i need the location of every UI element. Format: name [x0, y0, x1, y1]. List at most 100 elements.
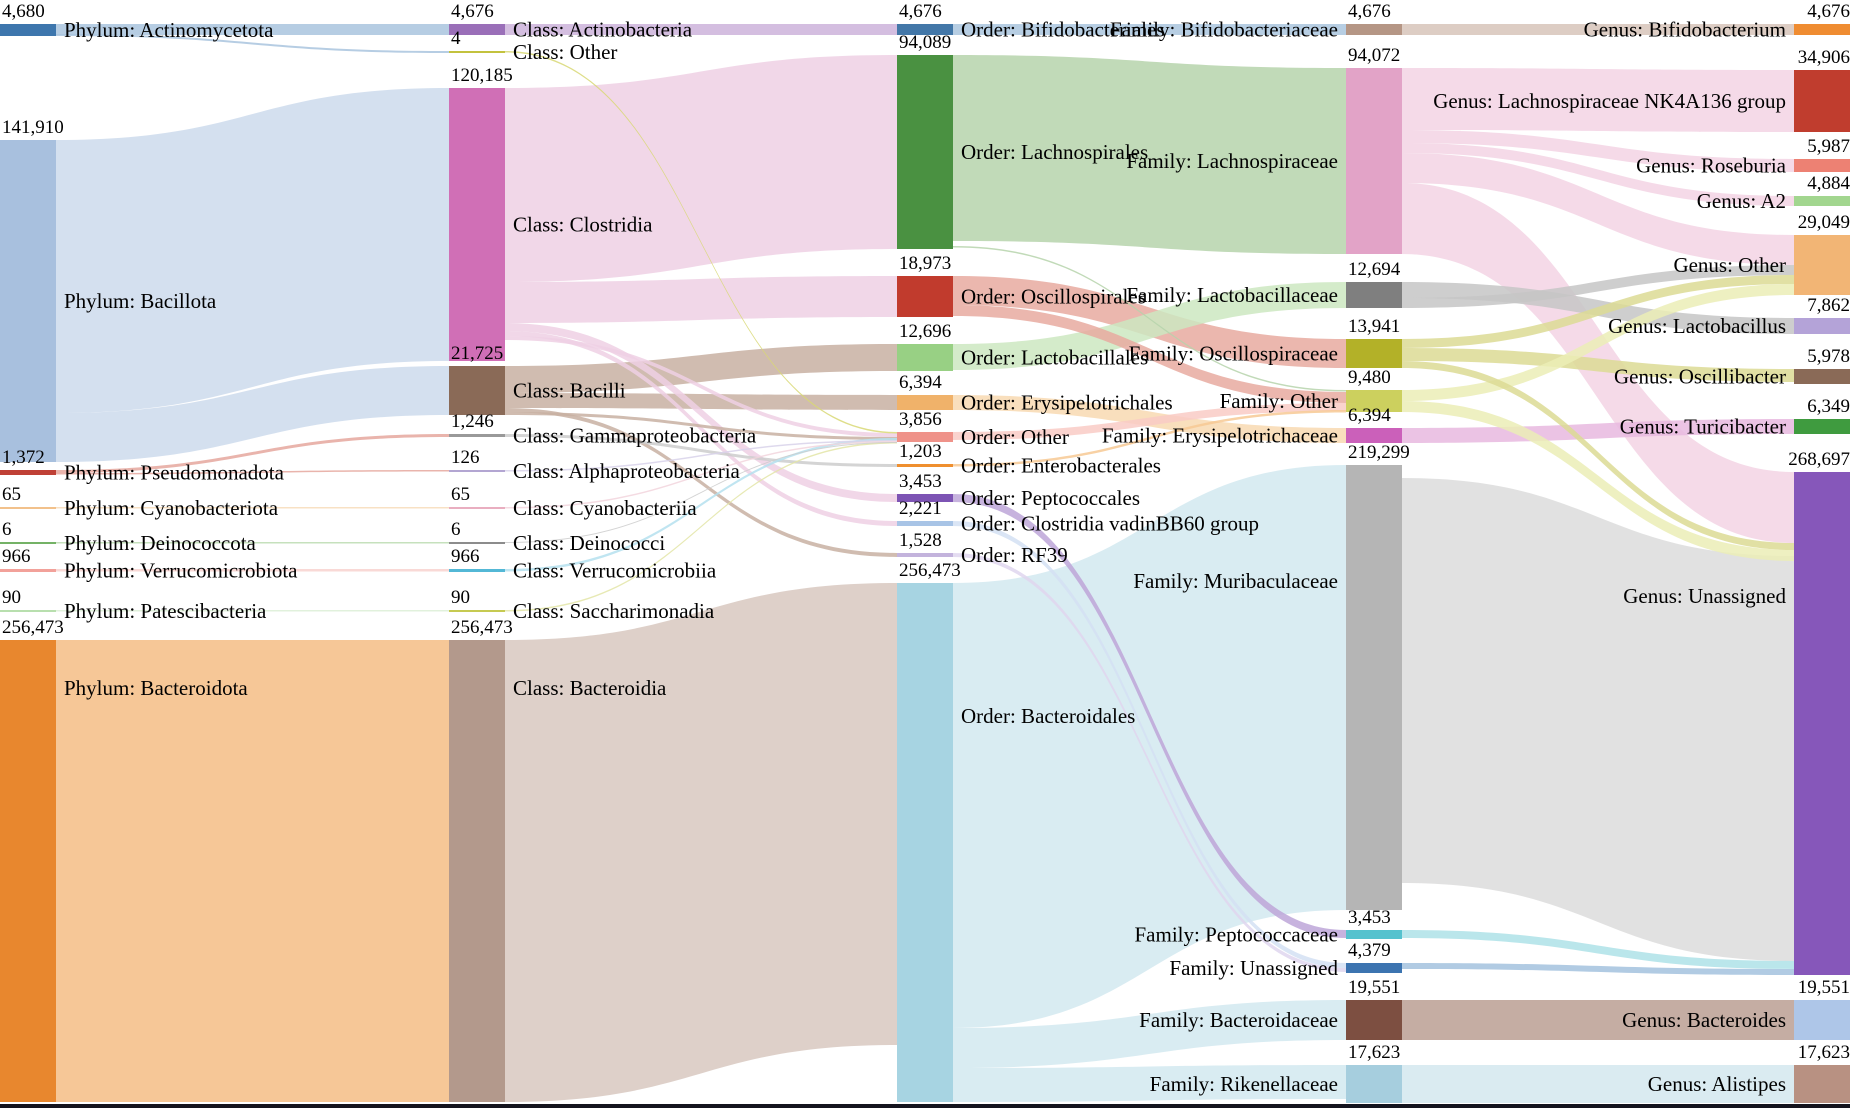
node-p-bacillota[interactable] — [0, 140, 56, 462]
flow-o-bacteroidales--f-rikenellaceae — [953, 1065, 1346, 1102]
flow-o-peptococcales--f-peptococcaceae — [953, 494, 1346, 938]
label-c-gammaproteobacteria: Class: Gammaproteobacteria — [513, 424, 757, 448]
flow-f-muribaculaceae--g-unassigned — [1402, 478, 1794, 961]
value-o-enterobacterales: 1,203 — [899, 441, 942, 462]
node-c-saccharimonadia[interactable] — [449, 610, 505, 612]
label-g-nk4a136: Genus: Lachnospiraceae NK4A136 group — [1433, 89, 1786, 113]
node-p-pseudomonadota[interactable] — [0, 470, 56, 475]
label-p-verrucomicrobiota: Phylum: Verrucomicrobiota — [64, 559, 298, 583]
value-g-bacteroides: 19,551 — [1798, 977, 1850, 998]
node-g-nk4a136[interactable] — [1794, 70, 1850, 132]
node-c-deinococci[interactable] — [449, 542, 505, 544]
label-c-actinobacteria: Class: Actinobacteria — [513, 18, 693, 42]
flow-c-bacilli--o-lactobacillales — [505, 344, 897, 393]
label-f-other: Family: Other — [1220, 389, 1338, 413]
node-g-unassigned[interactable] — [1794, 472, 1850, 975]
node-f-lactobacillaceae[interactable] — [1346, 282, 1402, 308]
value-p-deinococcota: 6 — [2, 519, 12, 540]
node-o-erysipelotrichales[interactable] — [897, 395, 953, 410]
node-f-rikenellaceae[interactable] — [1346, 1065, 1402, 1103]
node-g-turicibacter[interactable] — [1794, 419, 1850, 434]
node-g-bifidobacterium[interactable] — [1794, 24, 1850, 35]
flow-o-enterobacterales--f-other — [953, 410, 1346, 467]
node-c-other[interactable] — [449, 51, 505, 53]
value-c-alphaproteobacteria: 126 — [451, 447, 480, 468]
flow-c-clostridia--o-peptococcales — [505, 323, 897, 502]
value-c-gammaproteobacteria: 1,246 — [451, 411, 494, 432]
flow-f-peptococcaceae--g-unassigned — [1402, 930, 1794, 969]
node-p-patescibacteria[interactable] — [0, 610, 56, 612]
value-f-other: 9,480 — [1348, 367, 1391, 388]
label-g-lactobacillus: Genus: Lactobacillus — [1608, 314, 1786, 338]
node-p-verrucomicrobiota[interactable] — [0, 569, 56, 572]
flow-f-bacteroidaceae--g-bacteroides — [1402, 1000, 1794, 1040]
label-c-deinococci: Class: Deinococci — [513, 531, 665, 555]
node-p-bacteroidota[interactable] — [0, 640, 56, 1102]
label-c-saccharimonadia: Class: Saccharimonadia — [513, 599, 715, 623]
label-f-bacteroidaceae: Family: Bacteroidaceae — [1139, 1008, 1338, 1032]
flow-o-lactobacillales--f-lactobacillaceae — [953, 282, 1346, 370]
flow-f-oscillospiraceae--g-unassigned — [1402, 361, 1794, 550]
node-f-bifidobacteriaceae[interactable] — [1346, 24, 1402, 35]
node-f-lachnospiraceae[interactable] — [1346, 68, 1402, 254]
node-o-clostridia-vadinbb60[interactable] — [897, 521, 953, 526]
node-c-clostridia[interactable] — [449, 88, 505, 361]
node-o-peptococcales[interactable] — [897, 494, 953, 502]
flow-f-erysipelotrichaceae--g-turicibacter — [1402, 419, 1794, 443]
node-c-actinobacteria[interactable] — [449, 24, 505, 35]
flow-c-alphaproteobacteria--o-other — [505, 440, 897, 472]
flow-p-bacillota--c-bacilli — [56, 366, 449, 462]
node-o-bacteroidales[interactable] — [897, 583, 953, 1102]
node-c-bacilli[interactable] — [449, 366, 505, 415]
node-o-lachnospirales[interactable] — [897, 55, 953, 249]
node-p-deinococcota[interactable] — [0, 542, 56, 544]
node-g-a2[interactable] — [1794, 196, 1850, 206]
node-c-verrucomicrobiia[interactable] — [449, 569, 505, 572]
value-c-deinococci: 6 — [451, 519, 461, 540]
node-g-other[interactable] — [1794, 235, 1850, 295]
node-g-oscillibacter[interactable] — [1794, 369, 1850, 384]
label-g-oscillibacter: Genus: Oscillibacter — [1614, 365, 1786, 389]
node-o-other[interactable] — [897, 432, 953, 442]
value-o-bacteroidales: 256,473 — [899, 560, 961, 581]
node-f-unassigned[interactable] — [1346, 963, 1402, 973]
node-f-other[interactable] — [1346, 390, 1402, 412]
flow-o-clostridia-vadinbb60--f-unassigned — [953, 521, 1346, 968]
value-c-bacteroidia: 256,473 — [451, 617, 513, 638]
node-f-oscillospiraceae[interactable] — [1346, 339, 1402, 368]
flow-f-oscillospiraceae--g-other — [1402, 275, 1794, 348]
flow-o-lachnospirales--f-lachnospiraceae — [953, 55, 1346, 254]
value-f-rikenellaceae: 17,623 — [1348, 1042, 1400, 1063]
label-f-lactobacillaceae: Family: Lactobacillaceae — [1126, 283, 1338, 307]
node-o-oscillospirales[interactable] — [897, 276, 953, 317]
node-o-enterobacterales[interactable] — [897, 464, 953, 467]
value-g-bifidobacterium: 4,676 — [1807, 1, 1850, 22]
value-p-bacteroidota: 256,473 — [2, 617, 64, 638]
node-o-bifidobacteriales[interactable] — [897, 24, 953, 35]
node-f-muribaculaceae[interactable] — [1346, 465, 1402, 910]
value-c-verrucomicrobiia: 966 — [451, 546, 480, 567]
label-o-erysipelotrichales: Order: Erysipelotrichales — [961, 391, 1173, 415]
node-f-bacteroidaceae[interactable] — [1346, 1000, 1402, 1040]
flow-f-lactobacillaceae--g-other — [1402, 265, 1794, 308]
node-p-cyanobacteriota[interactable] — [0, 507, 56, 509]
label-o-clostridia-vadinbb60: Order: Clostridia vadinBB60 group — [961, 512, 1259, 536]
node-o-rf39[interactable] — [897, 553, 953, 557]
node-f-erysipelotrichaceae[interactable] — [1346, 428, 1402, 443]
label-c-clostridia: Class: Clostridia — [513, 213, 653, 237]
node-o-lactobacillales[interactable] — [897, 344, 953, 371]
node-g-alistipes[interactable] — [1794, 1065, 1850, 1103]
label-p-cyanobacteriota: Phylum: Cyanobacteriota — [64, 496, 279, 520]
node-c-cyanobacteriia[interactable] — [449, 507, 505, 509]
node-g-roseburia[interactable] — [1794, 159, 1850, 172]
node-c-bacteroidia[interactable] — [449, 640, 505, 1102]
flow-o-bacteroidales--f-bacteroidaceae — [953, 1000, 1346, 1068]
node-c-gammaproteobacteria[interactable] — [449, 434, 505, 437]
value-c-clostridia: 120,185 — [451, 65, 513, 86]
node-f-peptococcaceae[interactable] — [1346, 930, 1402, 939]
label-o-lactobacillales: Order: Lactobacillales — [961, 346, 1148, 370]
node-p-actinomycetota[interactable] — [0, 24, 56, 36]
node-g-lactobacillus[interactable] — [1794, 318, 1850, 334]
node-g-bacteroides[interactable] — [1794, 1000, 1850, 1040]
node-c-alphaproteobacteria[interactable] — [449, 470, 505, 472]
